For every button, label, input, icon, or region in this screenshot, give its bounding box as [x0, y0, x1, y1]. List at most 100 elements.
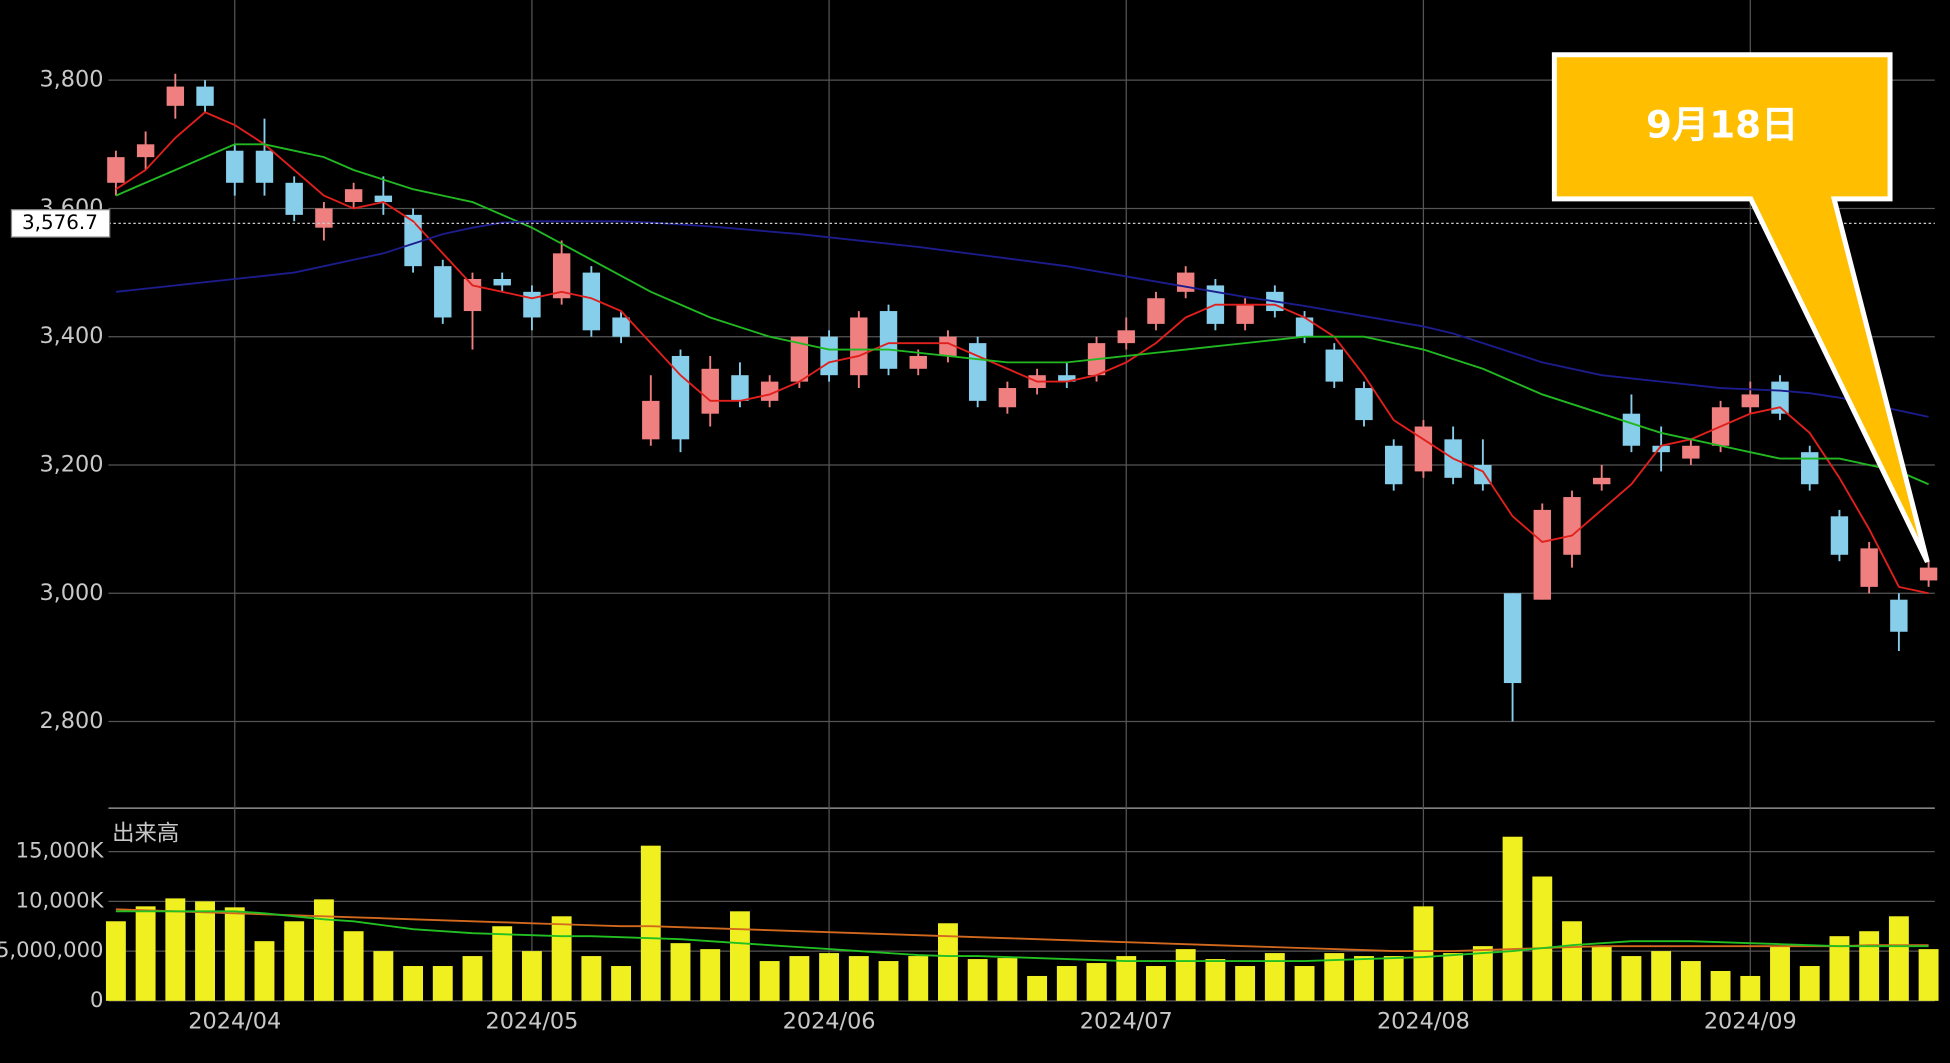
volume-bar — [462, 956, 483, 1001]
volume-bar — [1799, 966, 1820, 1001]
candle-body — [374, 195, 393, 203]
candle-body — [523, 291, 541, 318]
moving-average — [115, 910, 1929, 962]
candle-body — [434, 266, 452, 318]
candle-body — [463, 278, 482, 312]
candle-body — [1384, 445, 1403, 485]
volume-bar — [1770, 946, 1790, 1001]
x-tick-label: 2024/07 — [1080, 1008, 1173, 1034]
candle-body — [1414, 426, 1433, 472]
volume-bar — [135, 906, 156, 1001]
y-tick-label: 5,000,000 — [0, 937, 103, 962]
candle-body — [1236, 304, 1254, 324]
volume-bar — [1532, 876, 1553, 1001]
volume-bar — [551, 916, 572, 1001]
moving-average — [115, 220, 1929, 418]
candle-body — [1117, 330, 1135, 344]
volume-bar — [997, 958, 1018, 1001]
volume-bar — [1383, 956, 1404, 1001]
candle-body — [315, 208, 333, 228]
candle-body — [820, 336, 838, 376]
candle-body — [1860, 548, 1878, 587]
x-tick-label: 2024/05 — [485, 1008, 578, 1034]
volume-bar — [789, 956, 810, 1001]
x-tick-label: 2024/06 — [783, 1008, 876, 1034]
volume-bar — [938, 923, 958, 1001]
volume-bar — [165, 898, 186, 1001]
candle-body — [344, 189, 363, 203]
candle-body — [196, 86, 214, 106]
volume-bar — [1264, 953, 1285, 1001]
candle-body — [1919, 567, 1938, 581]
volume-bar — [1056, 966, 1077, 1001]
volume-bar — [105, 921, 126, 1001]
x-tick-label: 2024/09 — [1704, 1008, 1797, 1034]
candle-body — [671, 355, 690, 440]
volume-bar — [1888, 916, 1909, 1001]
volume-bar — [581, 956, 602, 1001]
candle-body — [493, 278, 511, 286]
volume-bar — [670, 943, 691, 1001]
volume-bar — [1829, 936, 1850, 1001]
volume-bar — [1146, 966, 1166, 1001]
volume-bar — [1562, 921, 1582, 1001]
y-tick-label: 10,000K — [16, 887, 105, 912]
volume-bar — [967, 959, 988, 1001]
volume-bar — [908, 956, 929, 1001]
candle-body — [285, 182, 303, 215]
volume-bar — [1086, 963, 1107, 1001]
volume-bar — [819, 953, 840, 1001]
volume-bar — [1413, 906, 1434, 1001]
candle-body — [612, 317, 630, 337]
candle-body — [1503, 593, 1522, 684]
candle-body — [1355, 388, 1373, 421]
candle-body — [255, 150, 274, 183]
candle-body — [1682, 445, 1700, 459]
candle-body — [850, 317, 868, 376]
volume-bar — [1116, 956, 1137, 1001]
volume-bar — [640, 845, 661, 1001]
candle-body — [731, 375, 749, 401]
volume-bar — [1710, 970, 1731, 1001]
volume-bar — [521, 951, 542, 1001]
callout-text: 9月18日 — [1646, 102, 1798, 146]
volume-bar — [1859, 931, 1880, 1001]
volume-bar — [1591, 946, 1612, 1001]
x-tick-label: 2024/04 — [188, 1008, 281, 1034]
volume-bar — [1740, 975, 1761, 1001]
callout — [1551, 52, 1930, 564]
candle-body — [790, 336, 809, 382]
volume-bar — [343, 931, 364, 1001]
candle-body — [166, 86, 185, 106]
volume-bar — [1235, 966, 1256, 1001]
volume-bar — [1443, 953, 1464, 1001]
volume-bar — [224, 907, 245, 1001]
volume-bar — [1621, 956, 1642, 1001]
candle-body — [909, 355, 927, 369]
volume-bar — [373, 951, 394, 1001]
volume-bar — [1680, 961, 1701, 1001]
moving-average — [115, 908, 1929, 953]
volume-bar — [195, 901, 215, 1001]
candle-body — [1741, 394, 1759, 408]
volume-bar — [1651, 951, 1672, 1001]
y-tick-label: 3,400 — [39, 323, 103, 349]
y-tick-label: 3,000 — [39, 580, 103, 606]
y-tick-label: 3,200 — [39, 451, 103, 477]
volume-bar — [254, 941, 275, 1001]
volume-bar — [700, 949, 721, 1001]
volume-bar — [1918, 949, 1939, 1001]
moving-average — [115, 111, 1929, 595]
volume-bar — [729, 911, 750, 1001]
candle-body — [939, 336, 957, 356]
candle-body — [1295, 317, 1314, 337]
volume-bar — [284, 921, 305, 1001]
price-marker-box — [10, 209, 111, 238]
candle-body — [107, 157, 125, 183]
candle-body — [642, 400, 660, 440]
volume-bar — [1502, 836, 1523, 1001]
candle-body — [1830, 516, 1849, 555]
volume-bar — [611, 966, 632, 1001]
